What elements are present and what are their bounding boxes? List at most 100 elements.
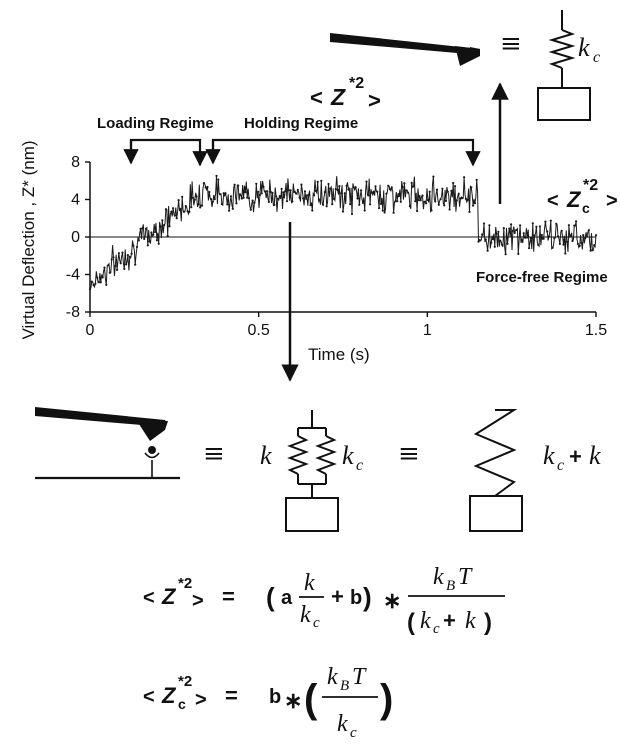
deflection-point bbox=[211, 200, 214, 203]
deflection-point bbox=[549, 219, 552, 222]
svg-text:k: k bbox=[337, 711, 348, 737]
deflection-point bbox=[119, 262, 122, 265]
deflection-point bbox=[513, 231, 516, 234]
deflection-point bbox=[266, 190, 269, 193]
deflection-point bbox=[553, 237, 556, 240]
svg-text:(: ( bbox=[266, 582, 275, 612]
equation-2: < Z c *2 > = b ∗ ( k B T k c ) bbox=[143, 664, 393, 741]
deflection-point bbox=[365, 180, 368, 183]
deflection-point bbox=[170, 210, 173, 213]
deflection-point bbox=[349, 203, 352, 206]
deflection-point bbox=[410, 181, 413, 184]
deflection-point bbox=[327, 182, 330, 186]
deflection-point bbox=[475, 178, 478, 181]
deflection-point bbox=[116, 268, 119, 271]
deflection-point bbox=[528, 247, 531, 250]
svg-text:<: < bbox=[547, 190, 559, 212]
deflection-point bbox=[121, 251, 124, 254]
deflection-point bbox=[537, 243, 540, 246]
deflection-point bbox=[345, 184, 348, 187]
deflection-point bbox=[255, 182, 258, 185]
deflection-point bbox=[555, 222, 558, 225]
deflection-point bbox=[240, 197, 243, 200]
deflection-point bbox=[542, 237, 545, 240]
deflection-point bbox=[179, 207, 182, 210]
loading-bracket bbox=[123, 138, 208, 167]
deflection-point bbox=[143, 237, 146, 240]
svg-text:>: > bbox=[195, 689, 207, 711]
deflection-point bbox=[298, 196, 301, 199]
svg-text:Z: Z bbox=[161, 584, 177, 609]
deflection-point bbox=[585, 235, 589, 238]
deflection-point bbox=[434, 200, 437, 203]
deflection-point bbox=[331, 203, 334, 206]
deflection-point bbox=[350, 212, 354, 216]
svg-text:∗: ∗ bbox=[284, 688, 302, 713]
x-tick-label: 0.5 bbox=[248, 322, 270, 339]
deflection-point bbox=[213, 198, 216, 201]
deflection-point bbox=[388, 188, 392, 191]
deflection-point bbox=[354, 186, 357, 189]
svg-text:>: > bbox=[192, 590, 204, 612]
svg-text:k: k bbox=[433, 564, 444, 590]
deflection-point bbox=[520, 238, 524, 241]
deflection-point bbox=[567, 224, 571, 227]
deflection-point bbox=[132, 244, 135, 247]
svg-text:∗: ∗ bbox=[383, 588, 401, 613]
deflection-point bbox=[188, 210, 191, 213]
deflection-point bbox=[381, 209, 384, 212]
deflection-point bbox=[392, 211, 395, 214]
deflection-point bbox=[125, 263, 128, 266]
deflection-point bbox=[237, 184, 240, 187]
deflection-point bbox=[558, 242, 562, 245]
svg-text:(: ( bbox=[407, 609, 415, 636]
deflection-point bbox=[372, 190, 375, 193]
deflection-point bbox=[103, 266, 106, 269]
deflection-point bbox=[155, 239, 158, 242]
y-tick-label: -4 bbox=[66, 267, 80, 284]
deflection-point bbox=[547, 235, 551, 238]
deflection-point bbox=[439, 198, 442, 201]
svg-text:a: a bbox=[281, 587, 293, 609]
svg-text:<: < bbox=[143, 686, 155, 708]
deflection-point bbox=[313, 194, 316, 197]
spring-kc-label-mid: k c bbox=[342, 441, 363, 474]
equiv-symbol-2: ≡ bbox=[398, 439, 420, 469]
deflection-point bbox=[387, 184, 390, 187]
deflection-point bbox=[535, 225, 538, 228]
deflection-point bbox=[307, 193, 310, 196]
deflection-point bbox=[383, 211, 386, 214]
svg-text:T: T bbox=[352, 664, 367, 690]
deflection-point bbox=[491, 238, 495, 241]
deflection-point bbox=[144, 227, 148, 230]
deflection-point bbox=[582, 234, 585, 237]
deflection-point bbox=[163, 224, 166, 227]
svg-text:c: c bbox=[582, 200, 590, 216]
deflection-point bbox=[159, 225, 162, 228]
svg-text:c: c bbox=[313, 615, 320, 631]
svg-text:k: k bbox=[420, 608, 431, 634]
deflection-point bbox=[488, 224, 491, 227]
deflection-point bbox=[112, 256, 115, 259]
deflection-point bbox=[148, 240, 151, 243]
deflection-point bbox=[499, 239, 502, 242]
y-tick-label: -8 bbox=[66, 304, 80, 321]
deflection-point bbox=[202, 182, 205, 185]
deflection-point bbox=[556, 235, 560, 238]
deflection-point bbox=[101, 276, 104, 279]
deflection-point bbox=[584, 237, 587, 240]
deflection-point bbox=[506, 242, 509, 245]
deflection-point bbox=[533, 234, 536, 237]
deflection-point bbox=[284, 190, 287, 193]
x-tick-label: 1 bbox=[423, 322, 432, 339]
deflection-point bbox=[338, 185, 341, 188]
deflection-point bbox=[166, 234, 169, 238]
deflection-point bbox=[519, 224, 522, 227]
deflection-point bbox=[197, 203, 200, 206]
deflection-point bbox=[336, 188, 339, 192]
x-ticks: 0 0.5 1 1.5 bbox=[86, 312, 607, 339]
deflection-point bbox=[135, 245, 139, 249]
deflection-point bbox=[352, 186, 355, 189]
deflection-point bbox=[385, 192, 388, 195]
deflection-point bbox=[217, 178, 220, 181]
